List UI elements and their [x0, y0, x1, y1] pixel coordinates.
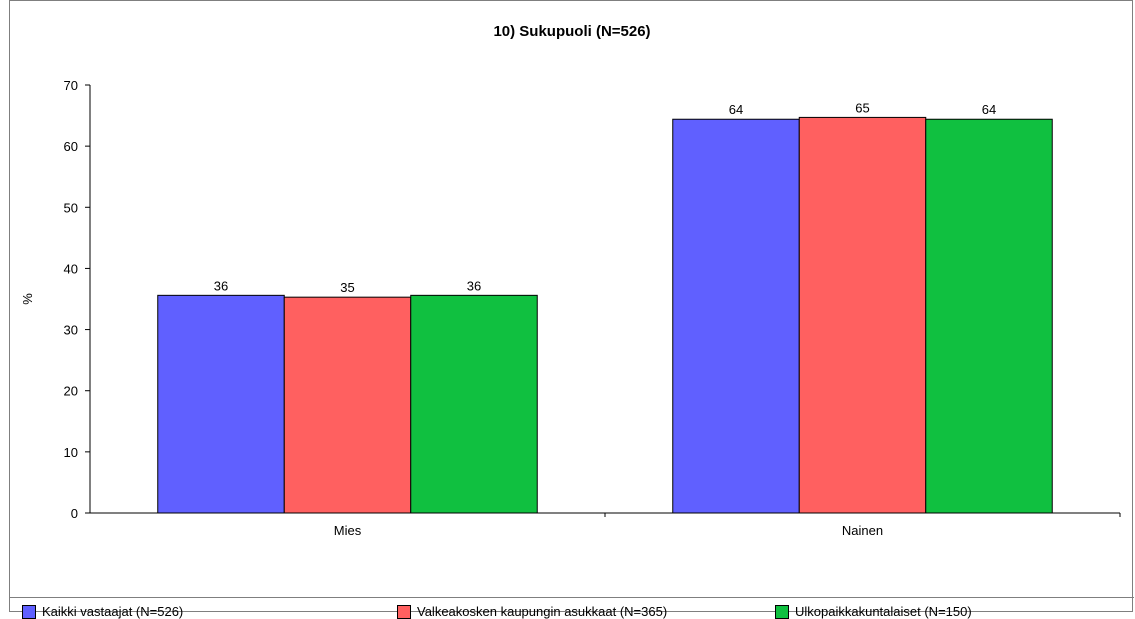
legend-label: Kaikki vastaajat (N=526) [42, 604, 184, 619]
bar-data-label: 36 [214, 278, 228, 293]
legend-label: Ulkopaikkakuntalaiset (N=150) [795, 604, 972, 619]
x-tick-label: Nainen [842, 523, 883, 538]
x-tick-label: Mies [334, 523, 362, 538]
y-tick-label: 60 [64, 139, 78, 154]
bar-data-label: 36 [467, 278, 481, 293]
legend-divider [10, 597, 1134, 598]
legend-label: Valkeakosken kaupungin asukkaat (N=365) [417, 604, 668, 619]
legend-item-valkeakoski: Valkeakosken kaupungin asukkaat (N=365) [397, 604, 667, 619]
legend-item-kaikki: Kaikki vastaajat (N=526) [22, 604, 183, 619]
chart-title: 10) Sukupuoli (N=526) [493, 23, 651, 40]
bar [283, 296, 412, 514]
bar-data-label: 35 [340, 280, 354, 295]
bar [157, 294, 285, 514]
legend-swatch [22, 604, 36, 619]
y-axis-label: % [20, 293, 35, 305]
y-tick-label: 20 [64, 384, 78, 399]
y-tick-label: 10 [64, 445, 78, 460]
bar-chart: 0 10 20 30 40 50 60 70% 36 35 36 Mies 64 65 64 Nainen [20, 78, 1121, 538]
y-tick-label: 30 [64, 323, 78, 338]
legend-swatch [397, 604, 411, 619]
bar [798, 116, 927, 514]
bar-data-label: 65 [855, 100, 869, 115]
legend-swatch [775, 604, 789, 619]
y-tick-label: 50 [64, 200, 78, 215]
bar-data-label: 64 [982, 102, 996, 117]
bar [410, 294, 538, 514]
y-tick-label: 40 [64, 261, 78, 276]
bar [925, 118, 1053, 514]
bar [672, 118, 800, 514]
legend-item-ulkopaikkakuntalaiset: Ulkopaikkakuntalaiset (N=150) [775, 604, 972, 619]
y-tick-label: 70 [64, 78, 78, 93]
y-tick-label: 0 [71, 506, 78, 521]
chart-frame: 10) Sukupuoli (N=526) 0 10 20 30 40 50 60 70% 36… [9, 0, 1134, 619]
bar-data-label: 64 [729, 102, 743, 117]
